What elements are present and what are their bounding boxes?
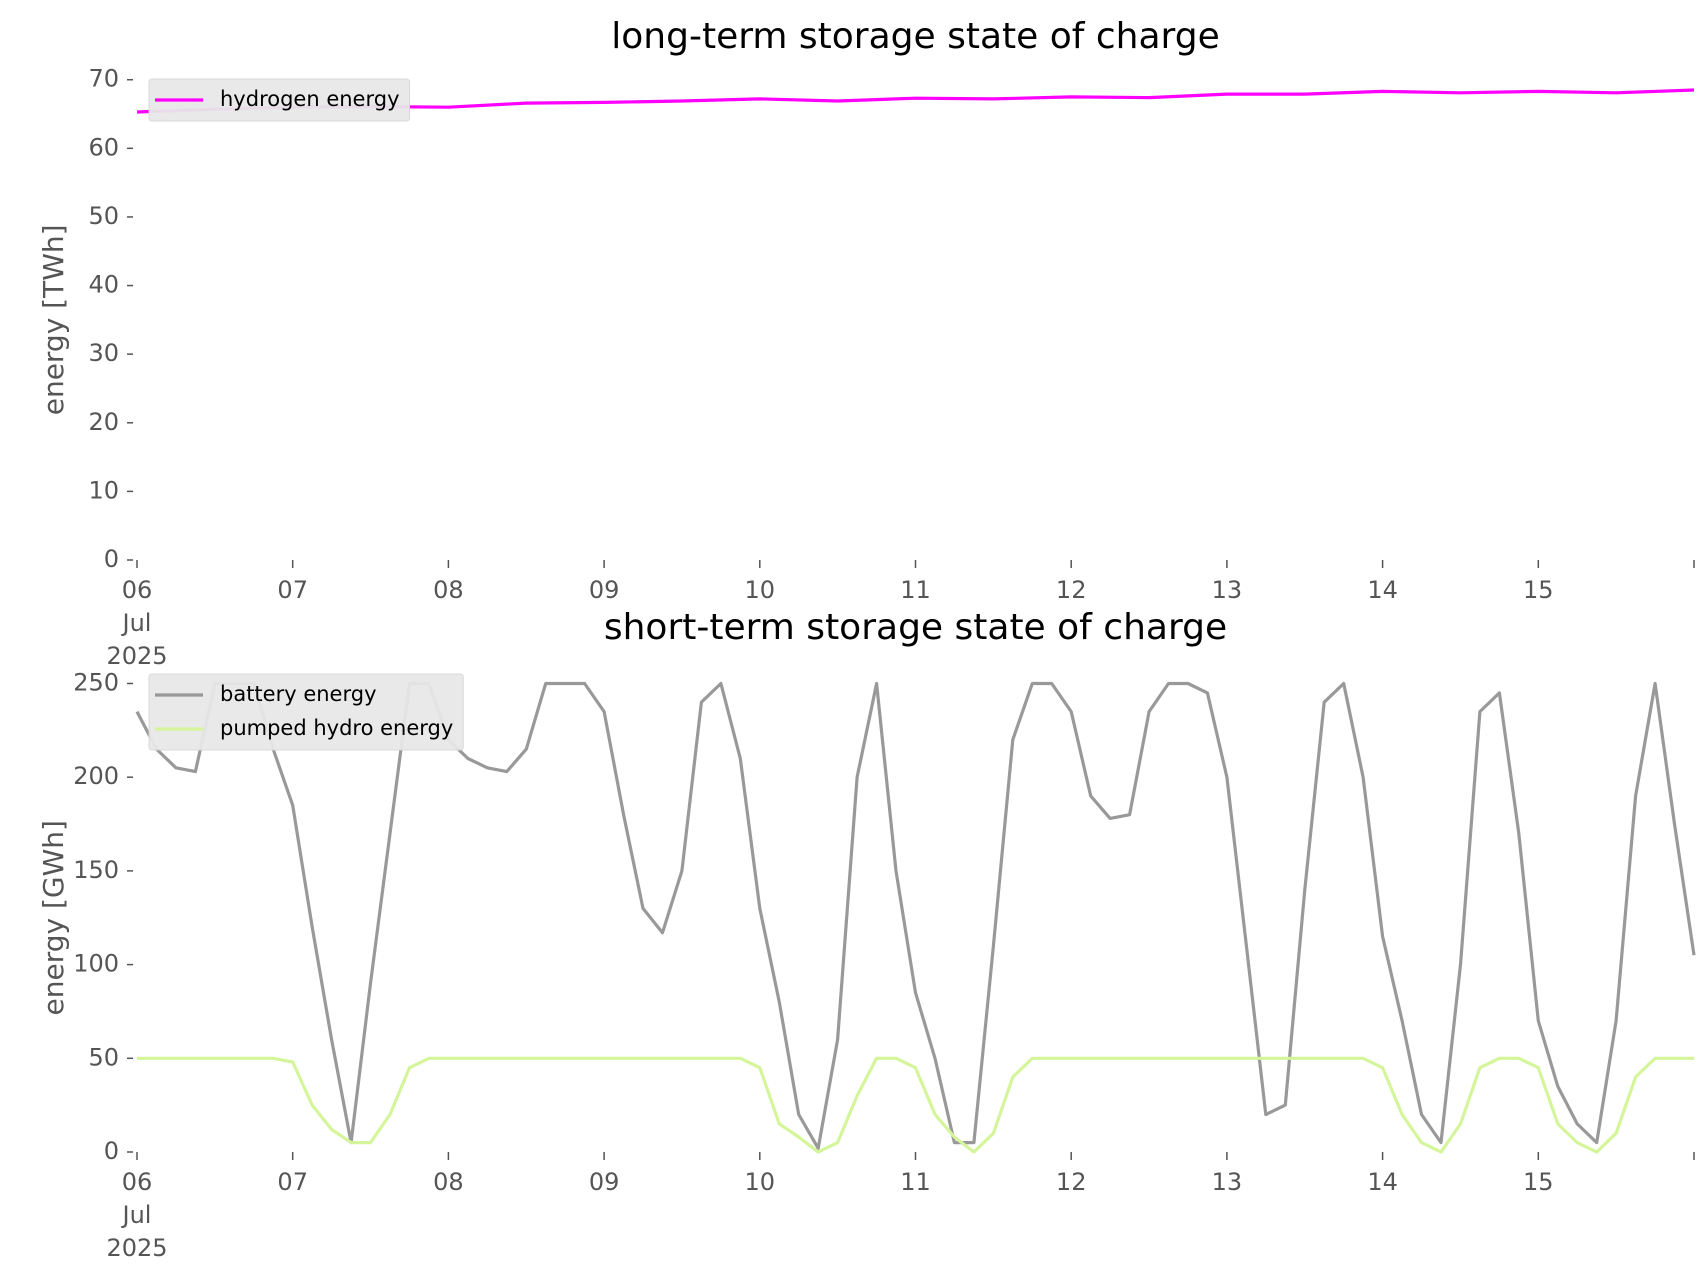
x-tick-label: 12	[1056, 1168, 1087, 1196]
y-axis-label: energy [GWh]	[37, 820, 70, 1015]
x-tick-label: 15	[1523, 576, 1554, 604]
y-tick-label: 70	[88, 65, 119, 93]
legend: battery energy pumped hydro energy	[148, 673, 464, 751]
y-tick-label: 150	[73, 856, 119, 884]
y-tick-label: 40	[88, 271, 119, 299]
legend-label: hydrogen energy	[220, 87, 400, 111]
data-line	[135, 681, 1696, 1150]
x-tick-label: 11	[900, 1168, 931, 1196]
legend-label: battery energy	[220, 682, 377, 706]
x-tick-label: 15	[1523, 1168, 1554, 1196]
y-tick-label: 100	[73, 950, 119, 978]
x-tick-label: 12	[1056, 576, 1087, 604]
y-tick-label: 50	[88, 202, 119, 230]
y-tick-label: 200	[73, 762, 119, 790]
legend-box	[148, 78, 410, 122]
y-axis-label: energy [TWh]	[37, 224, 70, 415]
data-line	[137, 1056, 1694, 1154]
legend: hydrogen energy	[148, 78, 410, 122]
x-tick-label: 07	[277, 1168, 308, 1196]
legend-box	[148, 673, 464, 751]
x-tick-label: 13	[1212, 1168, 1243, 1196]
x-tick-label: 09	[589, 1168, 620, 1196]
x-tick-label: 08	[433, 576, 464, 604]
y-tick-label: 50	[88, 1043, 119, 1071]
chart-title: long-term storage state of charge	[611, 16, 1219, 57]
x-tick-label: 13	[1212, 576, 1243, 604]
x-tick-label: 14	[1367, 576, 1398, 604]
x-tick-label: 11	[900, 576, 931, 604]
legend-label: pumped hydro energy	[220, 716, 453, 740]
y-tick-label: 250	[73, 668, 119, 696]
y-tick-label: 0	[104, 545, 119, 573]
y-tick-label: 60	[88, 133, 119, 161]
y-tick-label: 0	[104, 1137, 119, 1165]
x-tick-label: 07	[277, 576, 308, 604]
x-tick-label: 14	[1367, 1168, 1398, 1196]
y-tick-label: 30	[88, 339, 119, 367]
x-tick-label: 06 Jul 2025	[106, 576, 167, 670]
chart-title: short-term storage state of charge	[604, 607, 1227, 648]
y-tick-label: 20	[88, 408, 119, 436]
x-tick-label: 09	[589, 576, 620, 604]
x-tick-label: 10	[745, 1168, 776, 1196]
x-tick-label: 10	[745, 576, 776, 604]
x-tick-label: 06 Jul 2025	[106, 1168, 167, 1262]
x-tick-label: 08	[433, 1168, 464, 1196]
y-tick-label: 10	[88, 476, 119, 504]
